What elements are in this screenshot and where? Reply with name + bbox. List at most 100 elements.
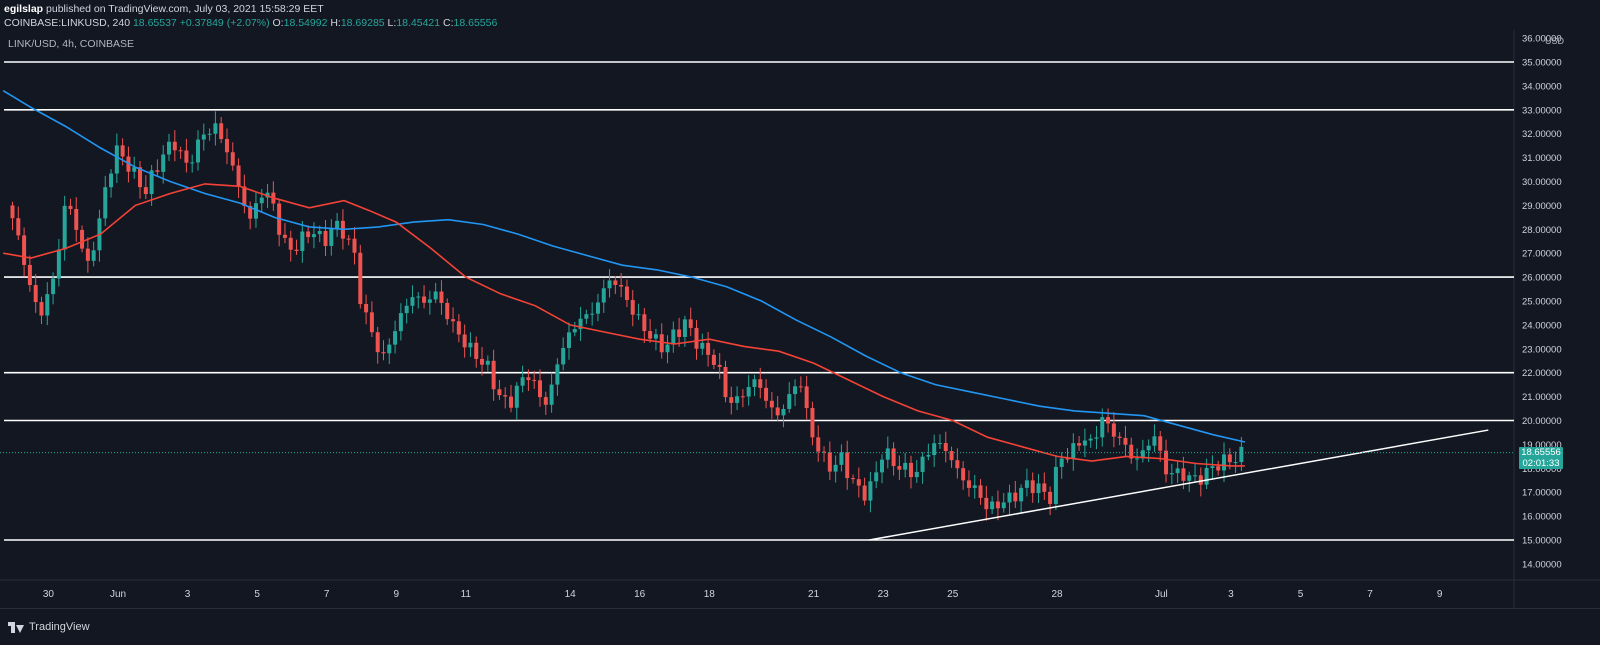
horizontal-levels: [4, 61, 1514, 541]
candle-body: [897, 466, 902, 470]
grid-lines: [0, 30, 1600, 608]
candle-body: [51, 278, 56, 295]
x-axis[interactable]: 30 Jun 3 5 7 9 11 14 16 18 21 23 25 28 Jul 3 5 7 9: [43, 589, 1443, 600]
candle-body: [532, 380, 537, 382]
low-label: L:: [387, 17, 397, 29]
candle-body: [537, 380, 542, 398]
candle-body: [213, 123, 218, 134]
candle-body: [827, 452, 832, 472]
footer: TradingView: [0, 608, 1600, 645]
candle-body: [1169, 473, 1174, 475]
candle-body: [480, 358, 485, 365]
candle-body: [1036, 483, 1041, 494]
candle-body: [1001, 502, 1006, 509]
y-tick-label: 27.00000: [1522, 249, 1562, 260]
candle-body: [39, 302, 44, 316]
candle-body: [369, 312, 374, 333]
candle-body: [903, 462, 908, 470]
candle-body: [230, 152, 235, 166]
candle-body: [688, 319, 693, 328]
candle-body: [1158, 436, 1163, 451]
candle-body: [10, 205, 15, 219]
candle-body: [630, 300, 635, 315]
candle-body: [665, 344, 670, 353]
candle-body: [143, 187, 148, 195]
candle-body: [120, 145, 125, 157]
candle-body: [503, 395, 508, 397]
candle-body: [1111, 423, 1116, 437]
candle-body: [317, 230, 322, 235]
candle-body: [566, 332, 571, 348]
y-tick-label: 19.00000: [1522, 440, 1562, 451]
candle-body: [439, 291, 444, 303]
candle-body: [943, 443, 948, 452]
candle-body: [393, 331, 398, 345]
candle-body: [381, 352, 386, 354]
candle-body: [114, 145, 119, 174]
candle-body: [416, 296, 421, 298]
author: egilslap: [4, 3, 44, 15]
tradingview-logo[interactable]: TradingView: [8, 621, 90, 633]
candle-body: [364, 304, 369, 313]
candle-body: [972, 485, 977, 488]
candle-body: [549, 384, 554, 405]
candle-body: [740, 396, 745, 398]
candle-body: [236, 165, 241, 187]
candle-body: [862, 485, 867, 501]
y-tick-label: 16.00000: [1522, 512, 1562, 523]
x-tick-label: 7: [1367, 589, 1373, 600]
y-tick-label: 36.00000: [1522, 34, 1562, 45]
candle-body: [195, 139, 200, 163]
x-tick-label: 9: [1437, 589, 1443, 600]
candle-body: [422, 296, 427, 303]
candle-body: [595, 302, 600, 314]
ma-slow-line: [2, 90, 1246, 443]
candle-body: [526, 377, 531, 381]
candle-body: [746, 386, 751, 397]
candle-body: [694, 327, 699, 349]
candle-body: [1024, 480, 1029, 488]
y-tick-label: 23.00000: [1522, 344, 1562, 355]
candle-body: [891, 448, 896, 467]
candle-body: [798, 386, 803, 388]
candle-body: [1106, 417, 1111, 424]
candle-body: [955, 460, 960, 469]
candle-body: [514, 385, 519, 408]
candle-body: [306, 231, 311, 238]
candle-body: [1164, 450, 1169, 475]
candle-body: [1059, 458, 1064, 467]
candle-body: [155, 170, 160, 172]
low-value: 18.45421: [396, 17, 441, 29]
y-tick-label: 15.00000: [1522, 536, 1562, 547]
candle-body: [288, 237, 293, 250]
candle-body: [300, 231, 305, 251]
y-axis[interactable]: 14.00000 15.00000 16.00000 17.00000 18.00000…: [1522, 34, 1562, 571]
x-tick-label: 3: [185, 589, 191, 600]
open-value: 18.54992: [283, 17, 328, 29]
candle-body: [578, 318, 583, 330]
candle-body: [572, 329, 577, 333]
high-label: H:: [330, 17, 341, 29]
candle-body: [33, 285, 38, 303]
candle-body: [259, 197, 264, 204]
candle-body: [619, 284, 624, 287]
candle-body: [149, 170, 154, 195]
candle-body: [636, 314, 641, 316]
candle-body: [485, 360, 490, 365]
candle-body: [624, 286, 629, 301]
candle-body: [520, 377, 525, 386]
candle-body: [949, 451, 954, 461]
candle-body: [201, 134, 206, 140]
x-tick-label: 30: [43, 589, 55, 600]
candle-body: [375, 332, 380, 353]
y-tick-label: 24.00000: [1522, 320, 1562, 331]
candle-body: [219, 123, 224, 140]
candle-body: [816, 437, 821, 452]
candle-body: [91, 250, 96, 261]
candle-body: [990, 501, 995, 510]
last-value: 18.65537: [132, 17, 177, 29]
candle-body: [103, 187, 108, 219]
candle-body: [1082, 440, 1087, 446]
y-tick-label: 25.00000: [1522, 297, 1562, 308]
